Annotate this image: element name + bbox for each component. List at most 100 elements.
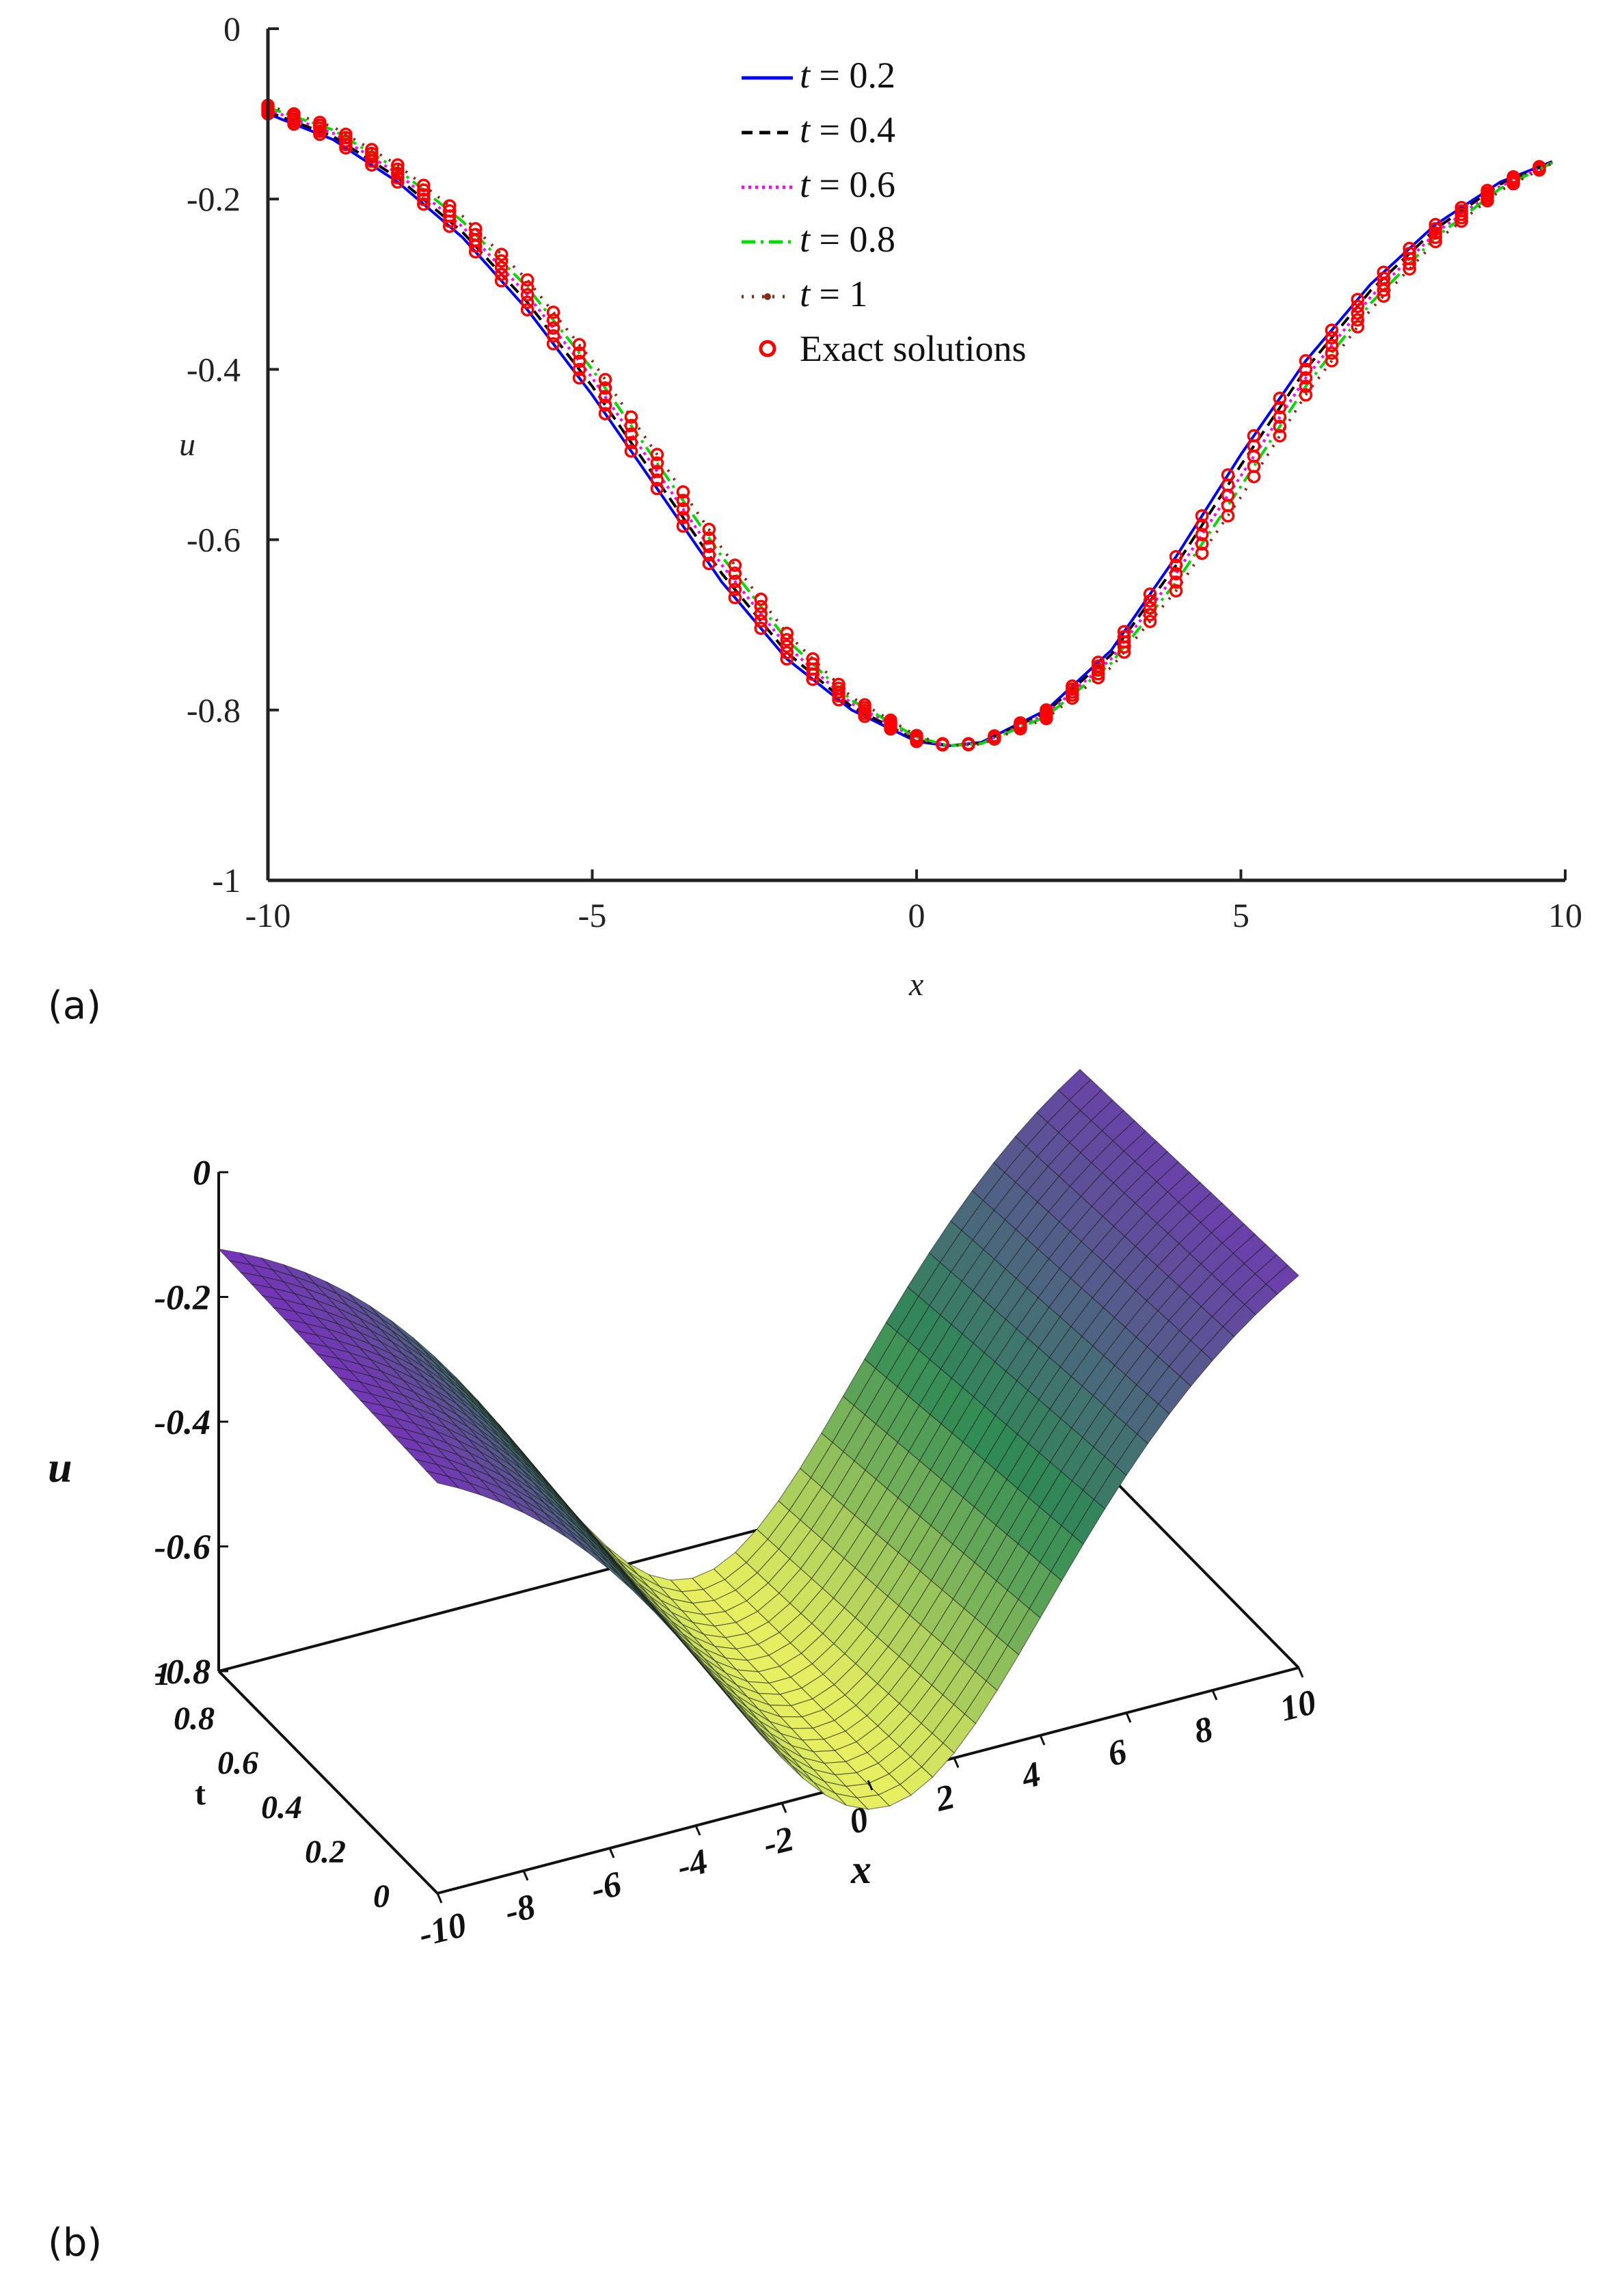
x-tick-label: -5 — [578, 896, 607, 934]
exact-marker — [1169, 567, 1183, 581]
exact-marker — [546, 313, 560, 327]
exact-marker — [1091, 671, 1105, 685]
exact-marker — [754, 614, 768, 628]
exact-marker — [754, 607, 768, 621]
exact-marker — [313, 116, 327, 129]
exact-marker — [1143, 594, 1157, 608]
exact-marker — [1351, 320, 1365, 334]
x-tick-3d — [867, 1780, 874, 1791]
exact-marker — [624, 444, 638, 458]
exact-marker — [1117, 645, 1131, 659]
y-tick-label: -0.2 — [187, 180, 241, 218]
y-axis-label: u — [179, 427, 195, 463]
exact-marker — [1195, 546, 1209, 560]
panel-label-a: (a) — [48, 984, 101, 1028]
series-line-t0.8 — [267, 106, 1553, 748]
exact-marker — [1143, 587, 1157, 601]
exact-marker — [728, 567, 742, 580]
exact-marker — [780, 645, 794, 660]
exact-marker — [494, 260, 509, 275]
z-tick-label-3d: 0 — [193, 1154, 211, 1193]
z-tick-label-3d: -0.4 — [154, 1403, 211, 1442]
exact-marker — [988, 732, 1001, 746]
exact-marker — [650, 448, 664, 461]
exact-marker — [365, 143, 379, 157]
exact-marker — [339, 127, 353, 141]
exact-marker — [520, 273, 534, 287]
exact-marker — [546, 321, 560, 335]
exact-marker — [806, 652, 820, 666]
exact-marker — [780, 626, 794, 640]
exact-marker — [468, 228, 483, 241]
legend: t = 0.2 t = 0.4 t = 0.6 t = 0.8 t = 1 Exact s… — [742, 55, 1026, 369]
series-layer — [267, 104, 1553, 748]
exact-marker — [1351, 299, 1365, 313]
exact-marker — [1066, 691, 1079, 705]
z-tick-label-3d: -0.6 — [154, 1528, 211, 1567]
exact-marker — [1091, 667, 1105, 681]
legend-entry-exact: Exact solutions — [800, 328, 1026, 369]
surface-patch — [1265, 1264, 1299, 1295]
x-tick-3d — [608, 1848, 615, 1858]
x-tick-label-3d: 4 — [1017, 1755, 1044, 1797]
exact-marker — [1273, 429, 1287, 443]
exact-marker — [598, 381, 612, 395]
exact-marker — [598, 398, 612, 412]
exact-marker — [1014, 722, 1027, 735]
series-line-t0.4 — [267, 110, 1553, 748]
x-tick-label-3d: 8 — [1190, 1709, 1217, 1752]
exact-marker — [494, 267, 509, 281]
exact-marker — [572, 354, 586, 368]
x-tick-3d — [1297, 1667, 1304, 1678]
exact-marker — [858, 698, 871, 712]
exact-marker — [494, 247, 509, 261]
exact-marker — [650, 473, 664, 487]
exact-marker — [624, 427, 638, 441]
legend-swatch-exact — [759, 340, 776, 357]
exact-marker — [1040, 712, 1053, 726]
exact-marker — [702, 548, 716, 562]
exact-marker — [1325, 331, 1339, 345]
exact-marker — [365, 150, 379, 164]
exact-marker — [1117, 640, 1131, 654]
exact-marker — [1429, 222, 1442, 236]
exact-marker — [494, 254, 509, 268]
exact-marker — [806, 657, 820, 671]
series-line-t0.2 — [267, 112, 1553, 748]
exact-marker — [572, 338, 586, 352]
exact-marker — [780, 633, 794, 647]
x-tick-3d — [694, 1825, 701, 1836]
exact-marker — [572, 346, 586, 360]
exact-marker — [962, 737, 975, 752]
x-tick-3d — [1039, 1735, 1046, 1746]
x-tick-label-3d: -4 — [673, 1842, 712, 1887]
exact-marker — [1299, 371, 1313, 385]
exact-marker — [520, 288, 534, 302]
z-tick-label-3d: -0.2 — [154, 1279, 211, 1318]
exact-marker — [676, 502, 690, 516]
exact-marker — [1195, 518, 1209, 532]
surface-chart-panel-b: -10 -8-6-4-2 024681000.20.40.60.810-0.2-0.… — [48, 1068, 1320, 1955]
legend-entry: t = 0.8 — [800, 219, 895, 260]
exact-marker — [417, 178, 431, 193]
exact-marker — [598, 407, 612, 420]
legend-entry: t = 0.6 — [800, 164, 895, 205]
exact-marker — [546, 337, 560, 351]
x-tick-3d — [522, 1870, 529, 1881]
x-tick-label: 5 — [1232, 896, 1249, 934]
exact-marker — [1377, 289, 1391, 303]
exact-marker — [936, 737, 949, 750]
t-tick-label-3d: 1 — [154, 1656, 171, 1692]
y-tick-label: -1 — [212, 861, 241, 899]
exact-marker — [1299, 354, 1313, 368]
exact-marker — [1429, 217, 1442, 232]
exact-marker — [1195, 509, 1209, 523]
exact-marker — [702, 539, 716, 554]
y-tick-label: 0 — [224, 10, 241, 48]
exact-marker — [754, 593, 768, 606]
x-tick-3d — [436, 1893, 443, 1904]
y-tick-label: -0.6 — [187, 521, 241, 559]
exact-marker — [417, 183, 431, 197]
exact-marker — [1221, 509, 1235, 523]
